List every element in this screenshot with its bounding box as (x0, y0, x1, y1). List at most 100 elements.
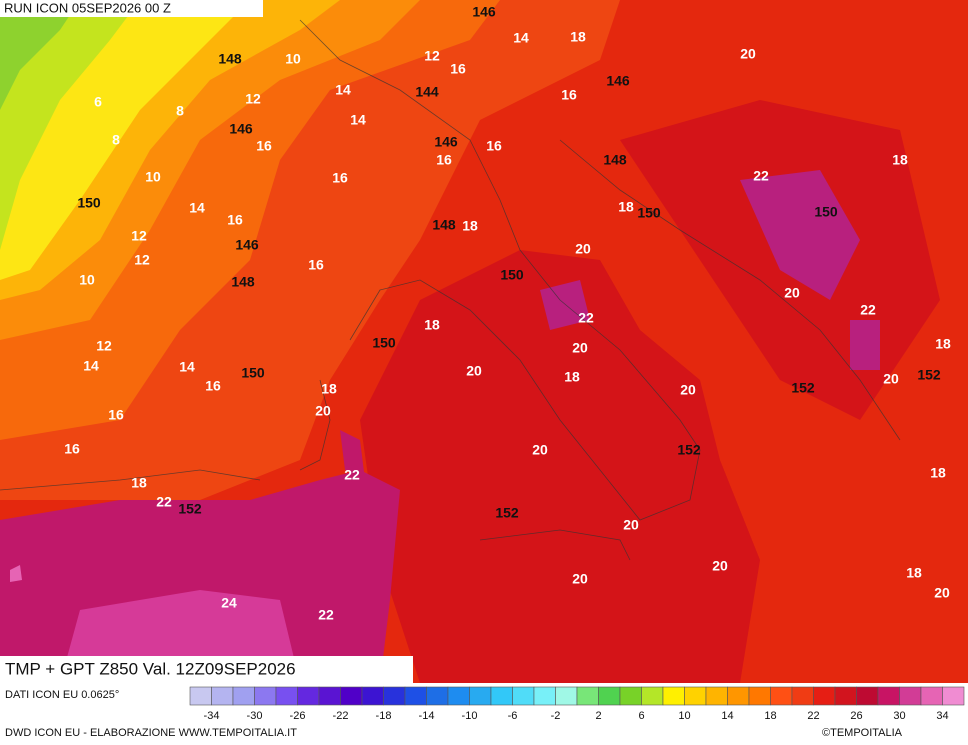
temperature-label: 10 (145, 169, 161, 185)
temperature-label: 20 (572, 340, 588, 356)
legend-swatch (533, 686, 556, 706)
geopotential-label: 152 (178, 501, 202, 517)
legend-swatch (211, 686, 234, 706)
temperature-label: 20 (712, 558, 728, 574)
legend-tick-label: -2 (551, 710, 561, 722)
temperature-label: 18 (570, 29, 586, 45)
legend-swatch (254, 686, 277, 706)
legend-swatch (512, 686, 535, 706)
geopotential-label: 146 (235, 237, 259, 253)
legend-tick-label: -14 (419, 710, 435, 722)
temperature-label: 14 (350, 112, 366, 128)
temperature-label: 8 (112, 132, 120, 148)
temperature-label: 18 (321, 381, 337, 397)
temperature-label: 16 (108, 407, 124, 423)
geopotential-label: 152 (791, 380, 815, 396)
temperature-label: 12 (134, 252, 150, 268)
legend-swatch (727, 686, 750, 706)
temperature-label: 20 (532, 442, 548, 458)
legend-tick-label: 26 (850, 710, 862, 722)
title-box (0, 656, 413, 683)
legend-tick-label: -26 (290, 710, 306, 722)
legend-swatch (189, 686, 212, 706)
temperature-label: 20 (883, 371, 899, 387)
temperature-label: 16 (561, 87, 577, 103)
temperature-label: 14 (179, 359, 195, 375)
temperature-label: 12 (131, 228, 147, 244)
geopotential-label: 148 (218, 51, 242, 67)
legend-swatch (813, 686, 836, 706)
temperature-label: 18 (618, 199, 634, 215)
temperature-label: 20 (934, 585, 950, 601)
geopotential-label: 152 (495, 505, 519, 521)
legend-tick-label: 30 (893, 710, 905, 722)
temperature-label: 16 (436, 152, 452, 168)
temperature-label: 18 (424, 317, 440, 333)
legend-tick-label: -6 (508, 710, 518, 722)
copyright: ©TEMPOITALIA (822, 727, 903, 739)
temperature-label: 22 (318, 607, 334, 623)
geopotential-label: 144 (415, 84, 439, 100)
legend-tick-label: 18 (764, 710, 776, 722)
temperature-label: 14 (83, 358, 99, 374)
temperature-label: 16 (256, 138, 272, 154)
temperature-label: 16 (308, 257, 324, 273)
temperature-label: 10 (79, 272, 95, 288)
legend-swatch (297, 686, 320, 706)
legend-swatch (598, 686, 621, 706)
temperature-label: 20 (575, 241, 591, 257)
temperature-label: 20 (315, 403, 331, 419)
legend-tick-label: -30 (247, 710, 263, 722)
temperature-label: 22 (753, 168, 769, 184)
temperature-label: 16 (205, 378, 221, 394)
temperature-label: 8 (176, 103, 184, 119)
temperature-label: 18 (906, 565, 922, 581)
legend-swatch (426, 686, 449, 706)
temperature-label: 22 (860, 302, 876, 318)
temperature-label: 24 (221, 595, 237, 611)
legend-swatch (791, 686, 814, 706)
legend-tick-label: 10 (678, 710, 690, 722)
legend-swatch (748, 686, 771, 706)
temperature-label: 20 (572, 571, 588, 587)
geopotential-label: 150 (241, 365, 265, 381)
legend-swatch (705, 686, 728, 706)
legend-swatch (576, 686, 599, 706)
temperature-label: 6 (94, 94, 102, 110)
legend-swatch (404, 686, 427, 706)
legend-swatch (619, 686, 642, 706)
temperature-label: 18 (131, 475, 147, 491)
legend-tick-label: 14 (721, 710, 733, 722)
coastlines (0, 19, 901, 561)
temperature-label: 20 (466, 363, 482, 379)
legend-swatch (447, 686, 470, 706)
legend-swatch (856, 686, 879, 706)
geopotential-label: 146 (606, 73, 630, 89)
temperature-label: 14 (513, 30, 529, 46)
temperature-label: 18 (462, 218, 478, 234)
legend-swatch (383, 686, 406, 706)
temperature-label: 22 (344, 467, 360, 483)
geopotential-label: 150 (500, 267, 524, 283)
geopotential-label: 148 (603, 152, 627, 168)
temperature-label: 16 (64, 441, 80, 457)
temperature-label: 22 (156, 494, 172, 510)
legend-tick-label: -18 (376, 710, 392, 722)
map-title: TMP + GPT Z850 Val. 12Z09SEP2026 (5, 659, 296, 678)
temperature-label: 22 (578, 310, 594, 326)
geopotential-label: 150 (372, 335, 396, 351)
legend-swatch (490, 686, 513, 706)
run-label: RUN ICON 05SEP2026 00 Z (4, 0, 171, 15)
legend-swatch (361, 686, 384, 706)
temperature-label: 18 (892, 152, 908, 168)
geopotential-label: 150 (814, 204, 838, 220)
temperature-label: 12 (96, 338, 112, 354)
temperature-label: 16 (332, 170, 348, 186)
map-background (0, 0, 968, 683)
temperature-label: 20 (680, 382, 696, 398)
legend-swatch (469, 686, 492, 706)
geopotential-label: 152 (677, 442, 701, 458)
geopotential-label: 148 (231, 274, 255, 290)
temperature-label: 20 (623, 517, 639, 533)
legend-swatch (318, 686, 341, 706)
